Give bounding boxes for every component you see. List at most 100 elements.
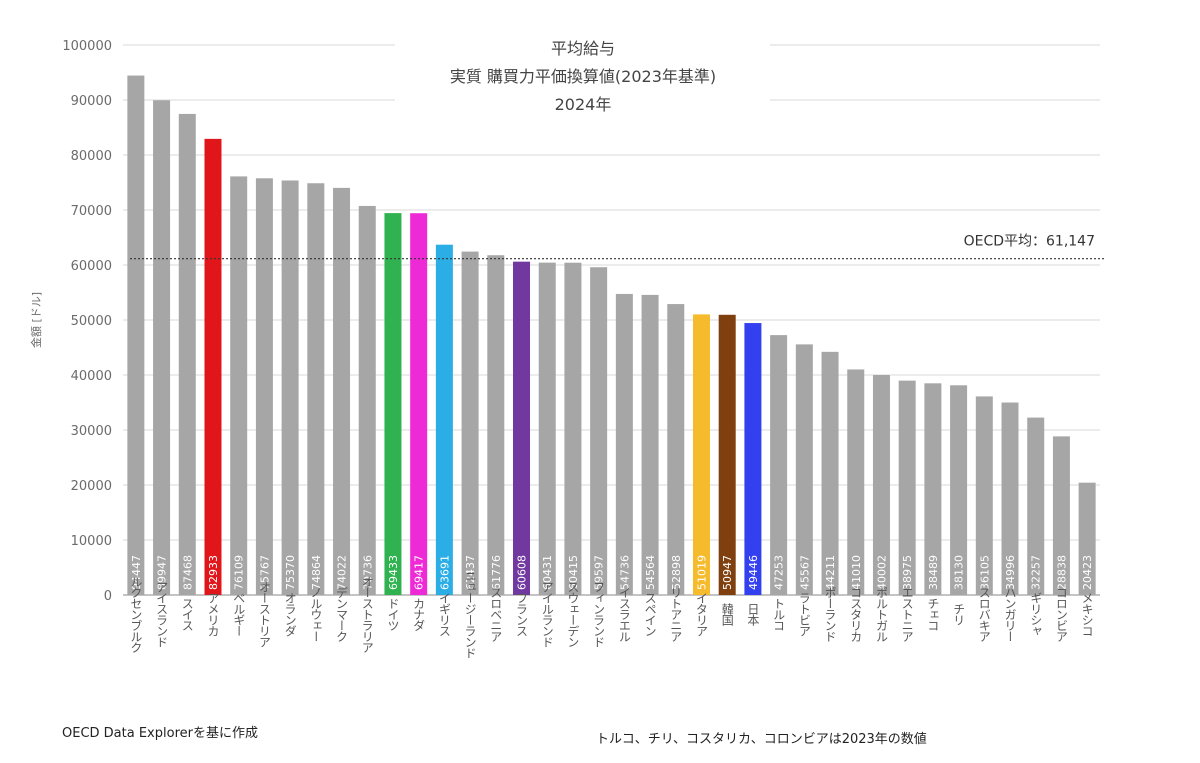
bar (435, 244, 453, 595)
bar (513, 261, 531, 595)
category-label: 韓国 (720, 603, 734, 626)
y-tick-label: 80000 (71, 149, 112, 164)
category-label: オーストリア (257, 581, 271, 648)
category-label: エストニア (900, 587, 914, 643)
category-label: スロバキア (977, 587, 991, 643)
bar-value-label: 60608 (516, 555, 529, 590)
bar (744, 323, 762, 595)
category-label: ハンガリー (1003, 587, 1017, 642)
bar-value-label: 34996 (1004, 555, 1017, 590)
category-label: ポーランド (823, 586, 837, 641)
bar-value-label: 63691 (438, 555, 451, 590)
bar (307, 183, 325, 596)
y-tick-label: 90000 (71, 94, 112, 109)
bar (255, 178, 273, 595)
bar (821, 351, 839, 595)
data-year-note: トルコ、チリ、コスタリカ、コロンビアは2023年の数値 (596, 731, 927, 747)
category-label: イギリス (437, 592, 451, 637)
bar-value-label: 69433 (387, 555, 400, 590)
oecd-average-line: OECD平均：61,147 (130, 234, 1105, 260)
bar-value-label: 60431 (541, 555, 554, 590)
bar-value-label: 54736 (618, 555, 631, 590)
y-tick-label: 20000 (71, 479, 112, 494)
y-tick-label: 70000 (71, 204, 112, 219)
bar-value-label: 54564 (644, 555, 657, 590)
bar-value-label: 82933 (207, 555, 220, 590)
bar (950, 385, 968, 595)
bar (487, 255, 505, 595)
category-label: フィンランド (592, 581, 606, 647)
bar-value-label: 28838 (1055, 555, 1068, 590)
bar-value-label: 74864 (310, 555, 323, 590)
bar (1052, 436, 1070, 595)
bar (564, 262, 582, 595)
bar (692, 314, 710, 595)
bar-value-label: 75370 (284, 555, 297, 590)
bars: 94447 89947 87468 82933 76109 75767 75370 74864… (127, 75, 1096, 596)
category-label: ラトビア (797, 592, 811, 637)
category-label: ノルウェー (309, 587, 323, 642)
bar-value-label: 40002 (875, 555, 888, 590)
category-label: 日本 (746, 603, 760, 627)
chart-title-line-3: 2024年 (555, 95, 612, 114)
bar-value-label: 38975 (901, 555, 914, 590)
category-label: ニュージーランド (463, 570, 477, 658)
category-label: イタリア (694, 592, 708, 637)
category-label: コスタリカ (849, 587, 863, 643)
y-tick-label: 10000 (71, 534, 112, 549)
category-label: メキシコ (1080, 592, 1094, 636)
bar (590, 267, 608, 595)
bar-value-label: 69417 (413, 555, 426, 590)
y-axis-ticks: 0 10000 20000 30000 40000 50000 60000 70000 8000… (62, 39, 112, 604)
bar (1027, 417, 1045, 595)
bar-value-label: 36105 (978, 555, 991, 590)
category-label: リトアニア (669, 587, 683, 643)
bar-value-label: 94447 (130, 555, 143, 590)
category-label: アイスランド (155, 581, 169, 647)
category-label: アイルランド (540, 581, 554, 647)
bar (641, 294, 659, 595)
title-background (395, 30, 770, 126)
y-tick-label: 30000 (71, 424, 112, 439)
bar-value-label: 87468 (181, 555, 194, 590)
y-tick-label: 100000 (62, 39, 112, 54)
bar (358, 205, 376, 595)
y-tick-label: 50000 (71, 314, 112, 329)
bar-value-label: 62437 (464, 555, 477, 590)
source-note: OECD Data Explorerを基に作成 (62, 726, 258, 741)
bar (898, 380, 916, 595)
bar (204, 138, 222, 595)
category-label: アメリカ (206, 592, 220, 637)
chart-title-line-1: 平均給与 (551, 39, 615, 58)
bar (872, 374, 890, 595)
bar-value-label: 59597 (593, 555, 606, 590)
bar (281, 180, 299, 595)
bar (384, 213, 402, 595)
y-tick-label: 40000 (71, 369, 112, 384)
bar (153, 100, 171, 595)
bar (410, 213, 428, 596)
bar (667, 304, 685, 595)
category-label: ギリシャ (1029, 592, 1043, 636)
bar (924, 383, 942, 595)
category-label: トルコ (772, 598, 786, 631)
bar-value-label: 75767 (258, 555, 271, 590)
category-label: ポルトガル (874, 586, 888, 641)
category-label: ルクセンブルク (129, 576, 143, 654)
category-label: フランス (515, 592, 529, 637)
bar-value-label: 61776 (490, 555, 503, 590)
bar-value-label: 41010 (850, 555, 863, 590)
bar (770, 335, 788, 595)
bar-value-label: 74022 (336, 555, 349, 590)
category-label: スイス (180, 598, 194, 632)
bar-value-label: 49446 (747, 555, 760, 590)
category-label: コロンビア (1054, 587, 1068, 643)
bar (1001, 402, 1019, 595)
bar-value-label: 20423 (1081, 555, 1094, 590)
bar (847, 369, 865, 595)
category-label: チェコ (926, 598, 940, 631)
bar (718, 314, 736, 595)
category-label: オランダ (283, 592, 297, 637)
bar-value-label: 47253 (773, 555, 786, 590)
